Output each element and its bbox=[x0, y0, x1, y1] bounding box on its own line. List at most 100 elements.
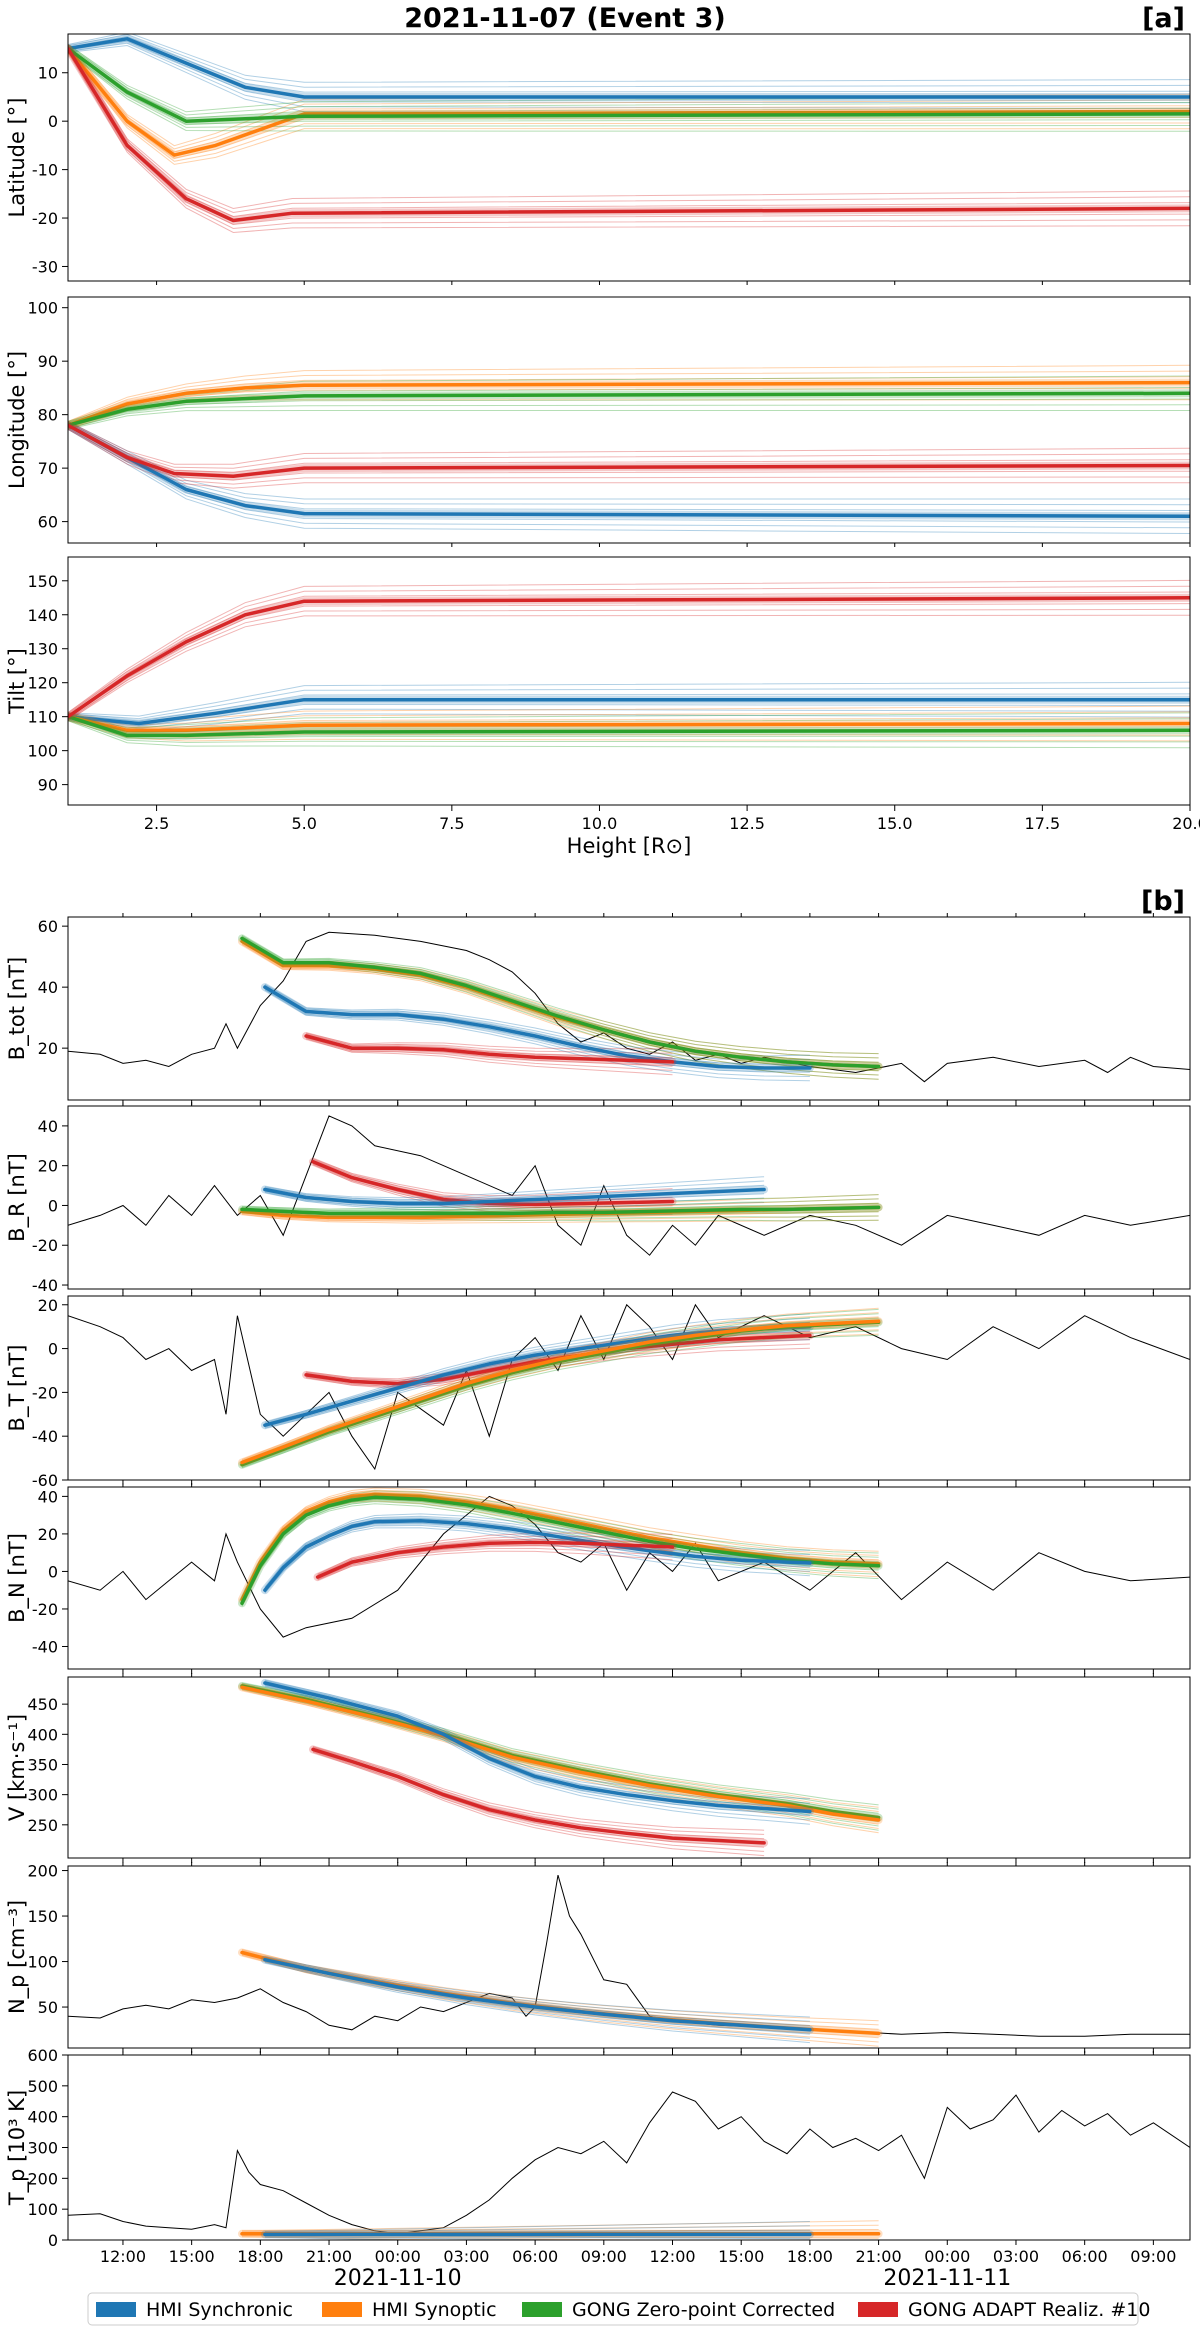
series-line-8-1 bbox=[263, 1957, 812, 2032]
ensemble-line-6-1-4 bbox=[241, 1494, 879, 1603]
time-tick-label-9: 15:00 bbox=[718, 2247, 764, 2266]
y-tick-label-0-0: -30 bbox=[32, 257, 58, 276]
series-line-7-3 bbox=[311, 1747, 766, 1845]
ensemble-line-2-3-0 bbox=[68, 614, 1190, 722]
y-tick-label-4-4: 40 bbox=[38, 1117, 58, 1136]
series-line-5-3 bbox=[240, 1319, 881, 1465]
y-tick-label-2-1: 100 bbox=[27, 742, 58, 761]
ensemble-line-3-2-0 bbox=[264, 989, 810, 1082]
ensemble-line-4-0-1 bbox=[312, 1163, 673, 1212]
ensemble-line-0-3-0 bbox=[68, 52, 1190, 234]
plot-area-7 bbox=[238, 1679, 883, 1857]
y-tick-label-1-2: 80 bbox=[38, 406, 58, 425]
panels: -30 -20 -10 0 10 Latitude [°] 60 70 80 90 100 Longi… bbox=[5, 33, 1200, 2250]
series-line-6-0 bbox=[240, 1492, 881, 1602]
legend-label-gong-adapt: GONG ADAPT Realiz. #10 bbox=[908, 2299, 1150, 2321]
ensemble-line-2-0-6 bbox=[68, 681, 1190, 717]
ensemble-line-0-2-5 bbox=[68, 45, 1190, 116]
y-tick-label-6-2: 0 bbox=[48, 1562, 58, 1581]
ensemble-line-7-3-0 bbox=[312, 1751, 765, 1857]
time-tick-label-15: 09:00 bbox=[1130, 2247, 1176, 2266]
plot-area-6 bbox=[68, 1487, 1190, 1638]
y-axis-label-6: B_N [nT] bbox=[5, 1533, 30, 1623]
axes-frame-2 bbox=[67, 556, 1191, 806]
ensemble-line-3-2-1 bbox=[264, 988, 810, 1077]
time-tick-label-2: 18:00 bbox=[237, 2247, 283, 2266]
series-line-0-0 bbox=[68, 37, 1190, 99]
ensemble-line-2-0-4 bbox=[68, 693, 1190, 722]
axes-frame-1 bbox=[67, 296, 1191, 544]
ensemble-line-3-3-0 bbox=[305, 1038, 673, 1076]
ensemble-line-8-0-6 bbox=[241, 1949, 879, 2022]
ensemble-line-9-0-1 bbox=[241, 2235, 689, 2240]
legend: HMI Synchronic HMI Synoptic GONG Zero-po… bbox=[87, 2292, 1150, 2326]
y-tick-label-7-3: 400 bbox=[27, 1725, 58, 1744]
ensemble-line-2-1-4 bbox=[68, 714, 1190, 729]
y-tick-label-8-0: 50 bbox=[38, 1998, 58, 2017]
y-axis-label-0: Latitude [°] bbox=[5, 98, 29, 218]
y-tick-label-3-1: 40 bbox=[38, 978, 58, 997]
axes-frame-6 bbox=[67, 1486, 1191, 1670]
ensemble-line-1-3-4 bbox=[68, 423, 1190, 473]
ensemble-line-3-0-6 bbox=[241, 937, 879, 1055]
ensemble-line-1-3-2 bbox=[68, 426, 1190, 481]
y-tick-label-0-1: -20 bbox=[32, 209, 58, 228]
ensemble-line-8-1-1 bbox=[264, 1961, 810, 2039]
ensemble-line-5-1-6 bbox=[264, 1313, 810, 1423]
legend-swatch-gong-adapt bbox=[858, 2302, 898, 2317]
ensemble-line-5-0-0 bbox=[306, 1347, 810, 1389]
ensemble-line-1-2-2 bbox=[68, 398, 1190, 428]
y-axis-label-8: N_p [cm⁻³] bbox=[5, 1900, 30, 2014]
series-line-0-1 bbox=[68, 46, 1190, 157]
ensemble-line-1-0-5 bbox=[68, 422, 1190, 506]
ensemble-line-1-1-5 bbox=[68, 370, 1190, 424]
ensemble-line-9-0-6 bbox=[241, 2220, 879, 2232]
x-tick-label-2-1: 5.0 bbox=[291, 814, 316, 833]
legend-label-hmi-synchronic: HMI Synchronic bbox=[146, 2299, 293, 2321]
ensemble-line-6-1-1 bbox=[241, 1501, 879, 1606]
series-line-1-3 bbox=[68, 423, 1190, 478]
y-tick-label-3-2: 60 bbox=[38, 917, 58, 936]
axes-frame-0 bbox=[67, 33, 1191, 282]
series-line-3-3 bbox=[304, 1034, 675, 1064]
ensemble-line-6-1-0 bbox=[241, 1503, 879, 1607]
ensemble-line-9-1-6 bbox=[264, 2221, 810, 2232]
series-line-2-3 bbox=[68, 596, 1190, 719]
ensemble-line-6-2-0 bbox=[264, 1527, 810, 1594]
axes-frame-5 bbox=[67, 1295, 1191, 1481]
series-line-4-0 bbox=[311, 1159, 675, 1207]
y-tick-label-2-4: 130 bbox=[27, 640, 58, 659]
ensemble-line-7-3-6 bbox=[312, 1746, 765, 1831]
ensemble-line-6-3-0 bbox=[317, 1550, 673, 1581]
ensemble-line-0-3-4 bbox=[68, 46, 1190, 218]
ensemble-line-1-0-2 bbox=[68, 426, 1190, 523]
panel-0: -30 -20 -10 0 10 Latitude [°] bbox=[5, 33, 1191, 285]
series-line-6-3 bbox=[315, 1540, 675, 1579]
y-tick-label-9-5: 500 bbox=[27, 2077, 58, 2096]
time-tick-label-10: 18:00 bbox=[787, 2247, 833, 2266]
ensemble-line-6-2-1 bbox=[264, 1524, 810, 1593]
ensemble-line-1-1-4 bbox=[68, 376, 1190, 425]
y-tick-label-2-0: 90 bbox=[38, 776, 58, 795]
series-line-6-2 bbox=[263, 1519, 812, 1592]
ensemble-line-5-2-2 bbox=[241, 1326, 879, 1467]
ensemble-line-5-2-0 bbox=[241, 1334, 879, 1469]
ensemble-line-6-0-5 bbox=[241, 1489, 879, 1598]
ensemble-line-1-3-6 bbox=[68, 420, 1190, 465]
x-tick-label-2-6: 17.5 bbox=[1025, 814, 1061, 833]
ensemble-line-6-0-6 bbox=[241, 1487, 879, 1597]
series-band-5-2 bbox=[238, 1318, 883, 1469]
ensemble-line-0-0-5 bbox=[68, 34, 1190, 88]
y-tick-label-9-3: 300 bbox=[27, 2139, 58, 2158]
ensemble-line-4-2-1 bbox=[241, 1212, 879, 1222]
x-tick-label-2-5: 15.0 bbox=[877, 814, 913, 833]
ensemble-line-2-0-2 bbox=[68, 703, 1190, 727]
ensemble-line-8-0-5 bbox=[241, 1950, 879, 2026]
x-tick-label-2-0: 2.5 bbox=[144, 814, 169, 833]
ensemble-line-3-2-5 bbox=[264, 984, 810, 1061]
ensemble-line-4-1-0 bbox=[264, 1192, 765, 1211]
panel-3: 20 40 60 B_tot [nT] bbox=[5, 913, 1191, 1105]
ensemble-line-3-1-0 bbox=[241, 940, 879, 1080]
y-tick-label-9-1: 100 bbox=[27, 2200, 58, 2219]
